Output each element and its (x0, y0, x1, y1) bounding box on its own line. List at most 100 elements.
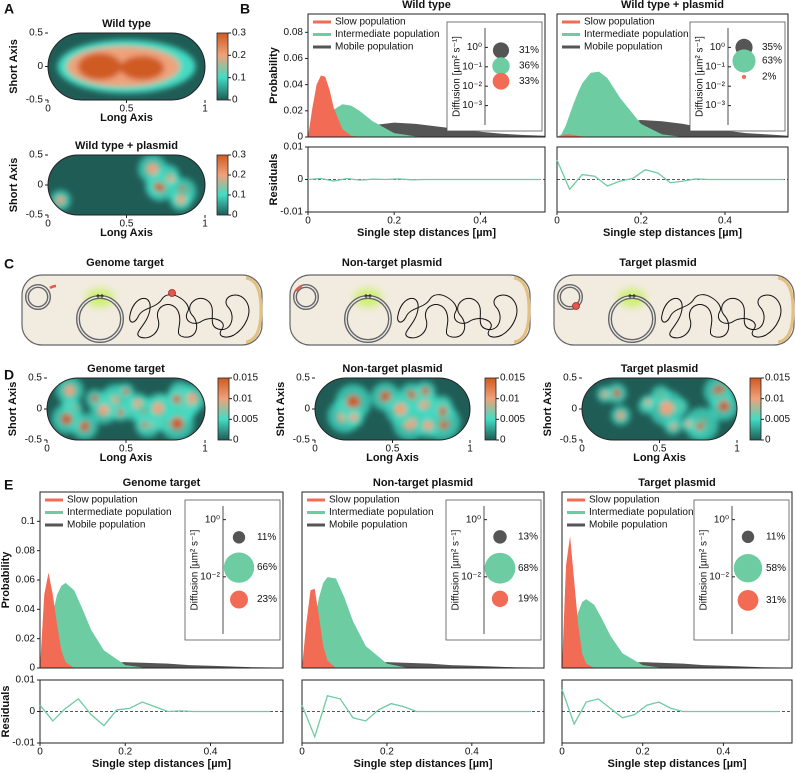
heatmap-blob (120, 55, 165, 80)
x-tick-label: 0.2 (118, 747, 132, 758)
x-axis-label: Long Axis (100, 112, 153, 124)
legend-label: Mobile population (329, 520, 407, 531)
y-tick-label: 0.1 (21, 516, 35, 527)
x-tick-label: 0.5 (653, 444, 667, 455)
x-tick-label: 0 (44, 444, 50, 455)
heatmap-blob (659, 401, 674, 416)
y-axis-label: Residuals (0, 686, 12, 738)
y-tick-label: 0 (29, 706, 35, 717)
y-axis-label: Short Axis (8, 158, 20, 213)
x-tick-label: 0 (312, 444, 318, 455)
heatmap-blob (91, 395, 99, 403)
heatmap-blob (122, 388, 130, 395)
inset-tick-label: 10⁻¹ (705, 61, 725, 72)
area (302, 588, 536, 668)
bubble (492, 57, 510, 75)
chart-title: Wild type (102, 18, 151, 30)
bubble-label: 36% (519, 61, 539, 72)
inset-tick-label: 10⁻² (705, 81, 725, 92)
bubble-label: 13% (518, 531, 538, 542)
y-tick-label: 0 (297, 174, 303, 185)
area (40, 572, 275, 668)
colorbar-tick-label: 0.3 (232, 150, 246, 161)
colorbar-tick-label: 0.01 (500, 393, 520, 404)
heatmap-blob (77, 53, 122, 80)
heatmap-blob (601, 391, 609, 398)
legend-label: Slow population (335, 17, 406, 28)
x-tick-label: 0 (45, 104, 51, 115)
colorbar-tick-label: 0.015 (765, 373, 790, 384)
y-tick-label: 0.5 (563, 373, 577, 384)
area (562, 599, 784, 668)
x-tick-label: 0 (579, 444, 585, 455)
y-tick-label: 0.5 (296, 373, 310, 384)
inset-axis-label: Diffusion [µm² s⁻¹] (452, 36, 463, 117)
chart-title: Genome target (123, 477, 201, 489)
x-tick-label: 0 (559, 747, 565, 758)
chart-title: Wild type + plasmid (621, 0, 724, 11)
diagram-title: Target plasmid (619, 257, 696, 269)
inset-axis-label: Diffusion [µm² s⁻¹] (695, 36, 706, 117)
heatmap-blob (685, 420, 692, 427)
colorbar-tick-label: 0 (765, 435, 771, 446)
area (557, 71, 788, 137)
inset-axis-label: Diffusion [µm² s⁻¹] (190, 529, 201, 610)
x-tick-label: 0 (37, 747, 43, 758)
x-tick-label: 0.4 (465, 747, 479, 758)
chart-title: Wild type + plasmid (75, 140, 178, 152)
colorbar-tick-label: 0 (232, 210, 238, 221)
plot-frame (301, 491, 545, 669)
x-tick-label: 0.4 (473, 216, 487, 227)
cell-diagram (290, 275, 530, 345)
x-axis-label: Single step distances [µm] (608, 758, 747, 770)
inset-tick-label: 10⁻² (709, 571, 729, 582)
x-axis-label: Single step distances [µm] (92, 758, 231, 770)
inset-tick-label: 10⁰ (714, 514, 729, 525)
y-tick-label: 0 (36, 404, 42, 415)
heatmap-blob (64, 385, 76, 396)
inset-tick-label: 10⁻³ (705, 100, 725, 111)
x-tick-label: 1 (202, 444, 208, 455)
y-tick-label: -0.01 (12, 738, 35, 749)
heatmap-blob (346, 395, 361, 409)
y-tick-label: -0.5 (26, 95, 44, 106)
colorbar-tick-label: 0.005 (765, 414, 790, 425)
bubble-label: 68% (518, 563, 538, 574)
legend-label: Slow population (589, 495, 660, 506)
heatmap-blob (176, 195, 186, 205)
cell-diagram (554, 275, 794, 345)
bubble-label: 2% (762, 72, 777, 83)
heatmap-blob (379, 390, 392, 403)
y-tick-label: 0.01 (284, 142, 304, 153)
colorbar-tick-label: 0.01 (765, 393, 785, 404)
legend-label: Mobile population (584, 42, 662, 53)
area (302, 577, 536, 668)
x-tick-label: 0.2 (387, 216, 401, 227)
colorbar-tick-label: 0.3 (232, 28, 246, 39)
x-axis-label: Long Axis (366, 452, 419, 464)
area (308, 104, 545, 137)
bubble (223, 552, 255, 583)
heatmap-blob (141, 421, 148, 428)
colorbar-tick-label: 0.005 (233, 414, 258, 425)
chart-title: Wild type (402, 0, 451, 11)
bubble (741, 530, 755, 544)
heatmap-blob (349, 413, 358, 422)
y-tick-label: 0.5 (29, 28, 43, 39)
bubble (737, 589, 759, 611)
heatmap-blob (394, 403, 407, 416)
y-axis-label: Short Axis (8, 39, 20, 94)
target-site (294, 284, 303, 292)
x-tick-label: 0.2 (636, 747, 650, 758)
legend-label: Intermediate population (589, 507, 694, 518)
x-axis-label: Long Axis (100, 452, 153, 464)
x-tick-label: 0 (305, 216, 311, 227)
colorbar-tick-label: 0.1 (232, 190, 246, 201)
plot-frame (556, 13, 789, 138)
bubble-label: 19% (518, 593, 538, 604)
x-tick-label: 0.5 (120, 219, 134, 230)
y-tick-label: -0.5 (26, 210, 44, 221)
inset-tick-label: 10⁰ (205, 514, 220, 525)
y-tick-label: 0.06 (16, 575, 36, 586)
